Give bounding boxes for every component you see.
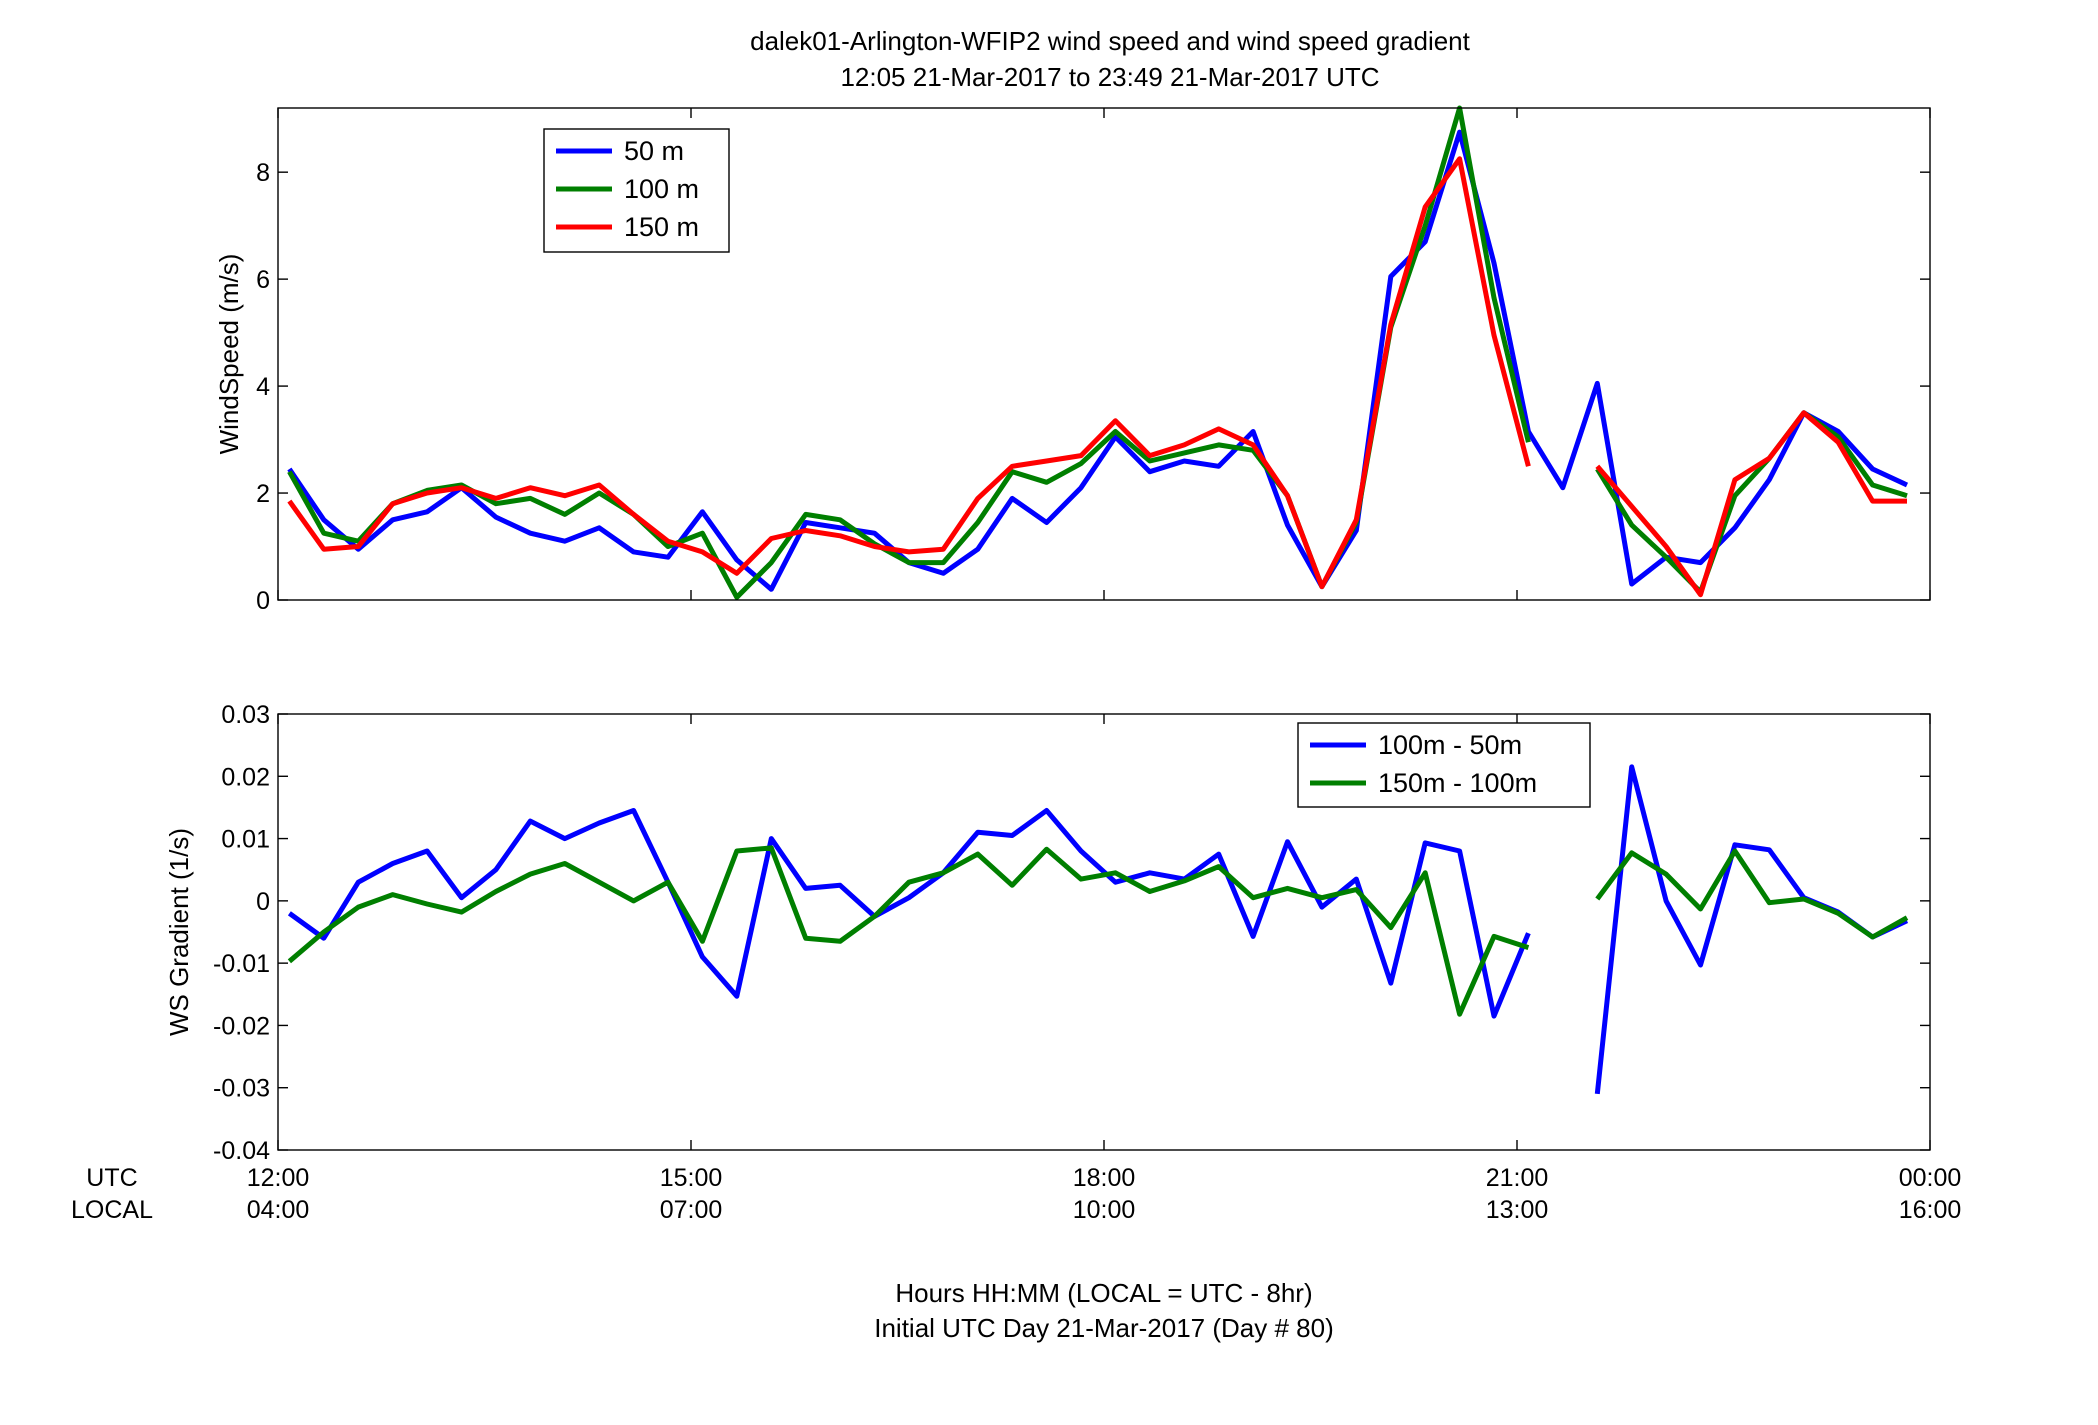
gradient-legend-box bbox=[1297, 722, 1591, 808]
windspeed-legend-entry: 50 m bbox=[624, 136, 684, 166]
local-tick-label: 07:00 bbox=[660, 1196, 723, 1224]
windspeed-legend-entry: 150 m bbox=[624, 212, 699, 242]
gradient-series-line-100m-50m bbox=[287, 764, 1909, 1095]
time-tick-labels: 12:00 04:00 15:00 07:00 18:00 10:00 21:00 13:00… bbox=[247, 1164, 1962, 1224]
windspeed-series-line-100m bbox=[287, 105, 1908, 600]
windspeed-legend-entry: 100 m bbox=[624, 174, 699, 204]
utc-row-label: UTC bbox=[86, 1164, 137, 1192]
windspeed-axes: 0 2 4 6 8 WindSpeed (m/s) 50 m 100 m 150 m bbox=[214, 105, 1931, 615]
local-tick-label: 16:00 bbox=[1899, 1196, 1962, 1224]
windspeed-series-line-150m bbox=[287, 156, 1907, 598]
figure-title-line2: 12:05 21-Mar-2017 to 23:49 21-Mar-2017 U… bbox=[840, 62, 1379, 92]
windspeed-series-line-50m bbox=[287, 129, 1909, 592]
utc-tick-label: 00:00 bbox=[1899, 1164, 1962, 1192]
gradient-ytick-label: -0.02 bbox=[213, 1012, 270, 1040]
windspeed-ytick-label: 0 bbox=[256, 587, 270, 615]
utc-tick-label: 15:00 bbox=[660, 1164, 723, 1192]
gradient-axes: -0.04 -0.03 -0.02 -0.01 0 0.01 0.02 0.03 WS Gra… bbox=[164, 701, 1931, 1165]
windspeed-ytick-label: 2 bbox=[256, 480, 270, 508]
local-tick-label: 13:00 bbox=[1486, 1196, 1549, 1224]
gradient-series-line-150m-100m bbox=[287, 845, 1909, 1017]
gradient-ytick-label: -0.03 bbox=[213, 1075, 270, 1103]
local-tick-label: 10:00 bbox=[1073, 1196, 1136, 1224]
gradient-legend: 100m - 50m 150m - 100m bbox=[1297, 722, 1591, 808]
xlabel-line2: Initial UTC Day 21-Mar-2017 (Day # 80) bbox=[874, 1313, 1334, 1343]
time-axis: UTC LOCAL 12:00 04:00 15:00 07:00 18:00 10:00… bbox=[71, 1164, 1961, 1343]
gradient-ylabel: WS Gradient (1/s) bbox=[164, 828, 194, 1036]
windspeed-ylabel: WindSpeed (m/s) bbox=[214, 254, 244, 455]
utc-tick-label: 18:00 bbox=[1073, 1164, 1136, 1192]
gradient-ytick-label: 0.03 bbox=[221, 701, 270, 729]
local-tick-label: 04:00 bbox=[247, 1196, 310, 1224]
gradient-legend-entry: 150m - 100m bbox=[1378, 768, 1537, 798]
windspeed-ticks: 0 2 4 6 8 bbox=[256, 108, 1931, 615]
gradient-ytick-label: 0.01 bbox=[221, 826, 270, 854]
gradient-series-group bbox=[287, 764, 1909, 1095]
xlabel-line1: Hours HH:MM (LOCAL = UTC - 8hr) bbox=[895, 1278, 1312, 1308]
utc-tick-label: 21:00 bbox=[1486, 1164, 1549, 1192]
windspeed-axes-frame bbox=[277, 107, 1931, 601]
gradient-ticks: -0.04 -0.03 -0.02 -0.01 0 0.01 0.02 0.03 bbox=[213, 701, 1931, 1165]
utc-tick-label: 12:00 bbox=[247, 1164, 310, 1192]
figure-title-line1: dalek01-Arlington-WFIP2 wind speed and w… bbox=[750, 26, 1471, 56]
windspeed-series-group bbox=[287, 105, 1909, 600]
gradient-legend-entry: 100m - 50m bbox=[1378, 730, 1522, 760]
gradient-ytick-label: 0 bbox=[256, 888, 270, 916]
windspeed-legend: 50 m 100 m 150 m bbox=[543, 128, 730, 253]
windspeed-ytick-label: 8 bbox=[256, 159, 270, 187]
windspeed-ytick-label: 4 bbox=[256, 373, 270, 401]
local-row-label: LOCAL bbox=[71, 1196, 153, 1224]
gradient-ytick-label: 0.02 bbox=[221, 763, 270, 791]
gradient-ytick-label: -0.01 bbox=[213, 950, 270, 978]
windspeed-ytick-label: 6 bbox=[256, 266, 270, 294]
gradient-ytick-label: -0.04 bbox=[213, 1137, 270, 1165]
